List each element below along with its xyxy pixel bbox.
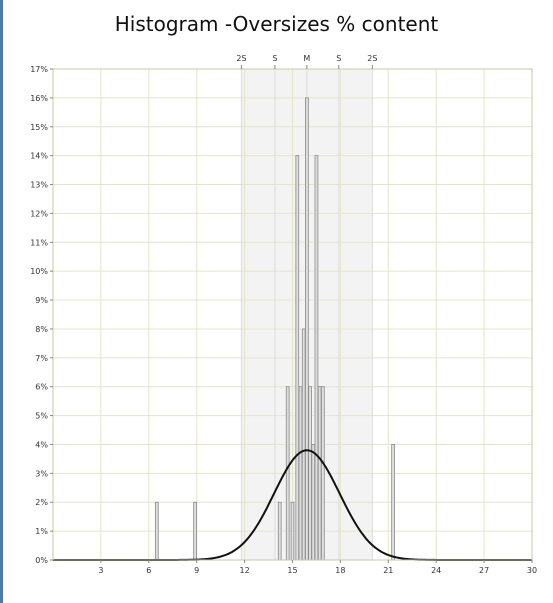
y-tick-label: 6% [35, 383, 48, 392]
y-tick-label: 1% [35, 527, 48, 536]
x-tick-label: 27 [479, 566, 489, 575]
y-tick-label: 2% [35, 498, 48, 507]
histogram-bar [305, 97, 309, 561]
histogram-bar [320, 386, 325, 561]
histogram-bar [308, 386, 312, 561]
y-tick-label: 13% [30, 181, 48, 190]
sigma-label: S [336, 54, 341, 63]
y-tick-label: 0% [35, 556, 48, 565]
sigma-label: M [303, 54, 310, 63]
y-tick-label: 12% [30, 209, 48, 218]
histogram-bar [193, 501, 197, 561]
y-tick-label: 14% [30, 152, 48, 161]
y-tick-label: 9% [35, 296, 48, 305]
histogram-bar [285, 386, 290, 561]
x-tick-label: 9 [194, 566, 199, 575]
histogram-bar [391, 444, 395, 561]
histogram-bar [298, 386, 303, 561]
histogram-bar [154, 501, 159, 561]
x-tick-label: 6 [146, 566, 151, 575]
y-tick-label: 17% [30, 65, 48, 74]
y-tick-label: 15% [30, 123, 48, 132]
sigma-label: S [272, 54, 277, 63]
x-tick-label: 3 [98, 566, 103, 575]
x-axis: 3 6 9 12 15 18 21 24 27 30 [98, 560, 537, 575]
y-tick-label: 8% [35, 325, 48, 334]
y-tick-label: 11% [30, 238, 48, 247]
histogram-bar [277, 501, 282, 561]
window-border [0, 0, 3, 603]
y-tick-label: 3% [35, 469, 48, 478]
chart-title: Histogram -Oversizes % content [114, 12, 439, 36]
histogram-bar [314, 155, 319, 561]
y-tick-label: 16% [30, 94, 48, 103]
x-tick-label: 15 [287, 566, 297, 575]
histogram-bar [311, 444, 316, 561]
x-tick-label: 12 [240, 566, 250, 575]
y-tick-label: 10% [30, 267, 48, 276]
x-tick-label: 18 [335, 566, 345, 575]
x-tick-label: 24 [431, 566, 441, 575]
y-tick-label: 5% [35, 412, 48, 421]
sigma-label: 2S [367, 54, 377, 63]
grid-lines [53, 68, 533, 560]
sigma-label: 2S [236, 54, 246, 63]
bars [154, 97, 395, 561]
histogram-bar [295, 155, 300, 561]
y-axis: 0% 1% 2% 3% 4% 5% 6% 7% 8% 9% 10% 11% 12% 13% 14% 15% 16… [30, 65, 53, 565]
histogram-bar [301, 328, 306, 561]
sigma-axis: 2S S M S 2S [236, 54, 377, 69]
x-tick-label: 30 [527, 566, 537, 575]
y-tick-label: 7% [35, 354, 48, 363]
x-tick-label: 21 [383, 566, 393, 575]
histogram-bar [290, 501, 295, 561]
y-tick-label: 4% [35, 440, 48, 449]
histogram-bar [317, 386, 322, 561]
